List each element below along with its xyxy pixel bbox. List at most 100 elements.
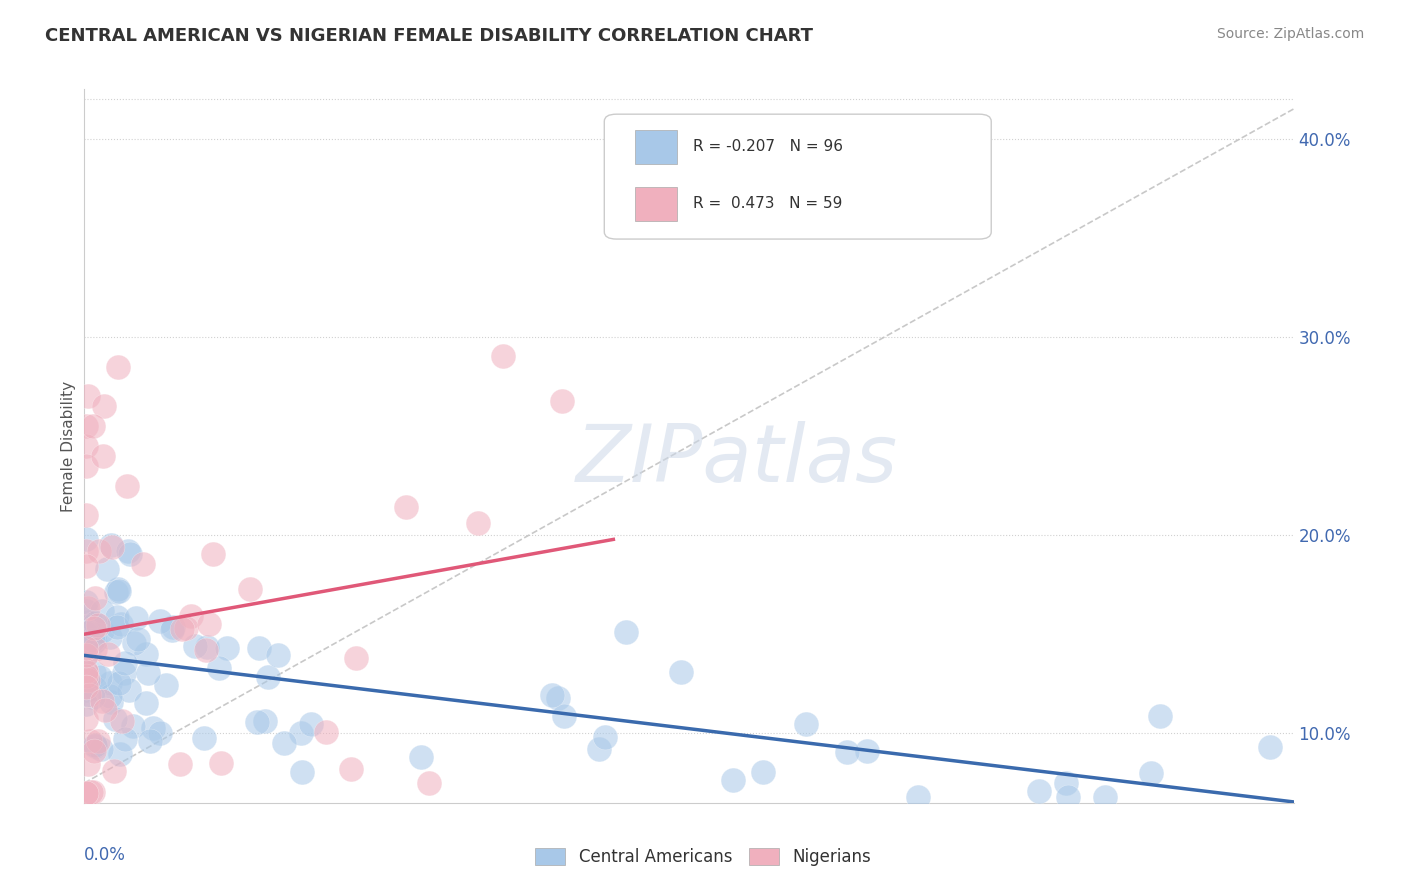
- Point: [253, 714, 276, 728]
- Point: [82, 419, 104, 434]
- Point: [616, 624, 638, 639]
- Point: [83, 744, 105, 758]
- Point: [75, 594, 97, 608]
- Point: [117, 544, 139, 558]
- FancyBboxPatch shape: [634, 130, 676, 164]
- Point: [139, 734, 162, 748]
- Point: [122, 636, 145, 650]
- Point: [75, 681, 97, 695]
- Point: [108, 583, 131, 598]
- Point: [149, 726, 172, 740]
- Point: [107, 582, 129, 597]
- Point: [75, 786, 97, 800]
- Point: [91, 604, 114, 618]
- Point: [142, 722, 165, 736]
- Point: [98, 630, 121, 644]
- Point: [593, 730, 616, 744]
- Point: [155, 678, 177, 692]
- Point: [75, 697, 97, 711]
- Point: [122, 718, 145, 732]
- Point: [104, 712, 127, 726]
- Point: [290, 726, 312, 740]
- Point: [752, 764, 775, 779]
- Point: [75, 649, 97, 664]
- Point: [107, 359, 129, 374]
- Point: [467, 516, 489, 531]
- Point: [195, 642, 218, 657]
- Point: [76, 625, 98, 640]
- Y-axis label: Female Disability: Female Disability: [60, 380, 76, 512]
- Point: [75, 664, 97, 678]
- Point: [835, 745, 858, 759]
- Point: [79, 734, 101, 748]
- Point: [75, 682, 97, 697]
- Point: [180, 608, 202, 623]
- Point: [132, 558, 155, 572]
- Point: [83, 666, 105, 681]
- Point: [75, 634, 97, 648]
- Point: [136, 666, 159, 681]
- Point: [75, 508, 97, 522]
- Text: R = -0.207   N = 96: R = -0.207 N = 96: [693, 139, 842, 153]
- Point: [93, 400, 115, 414]
- Point: [492, 350, 515, 364]
- Point: [97, 647, 120, 661]
- Legend: Central Americans, Nigerians: Central Americans, Nigerians: [527, 840, 879, 875]
- Point: [75, 419, 97, 434]
- Point: [87, 543, 110, 558]
- Point: [83, 681, 105, 695]
- Point: [197, 617, 219, 632]
- Point: [75, 636, 97, 650]
- Point: [112, 665, 135, 680]
- Point: [135, 648, 157, 662]
- Point: [98, 675, 121, 690]
- Point: [76, 756, 98, 771]
- Point: [551, 394, 574, 409]
- Point: [1149, 709, 1171, 723]
- Point: [75, 604, 97, 618]
- Point: [1140, 766, 1163, 780]
- Point: [80, 637, 103, 651]
- Point: [209, 756, 232, 771]
- Point: [247, 640, 270, 655]
- Point: [111, 714, 134, 728]
- Point: [267, 648, 290, 662]
- Text: Source: ZipAtlas.com: Source: ZipAtlas.com: [1216, 27, 1364, 41]
- Point: [291, 764, 314, 779]
- Point: [176, 621, 198, 635]
- Point: [75, 532, 97, 546]
- Point: [83, 738, 105, 752]
- Point: [127, 632, 149, 646]
- Point: [76, 673, 98, 687]
- Point: [96, 562, 118, 576]
- Point: [418, 776, 440, 790]
- Point: [75, 626, 97, 640]
- Point: [160, 623, 183, 637]
- Point: [80, 785, 103, 799]
- Point: [75, 669, 97, 683]
- Point: [75, 665, 97, 679]
- Text: ZIPatlas: ZIPatlas: [576, 421, 898, 500]
- Point: [83, 591, 105, 605]
- Point: [107, 610, 129, 624]
- Point: [907, 789, 929, 804]
- Point: [184, 639, 207, 653]
- Point: [553, 709, 575, 723]
- Point: [75, 786, 97, 800]
- Point: [125, 611, 148, 625]
- Point: [75, 439, 97, 453]
- Point: [246, 714, 269, 729]
- Point: [75, 640, 97, 655]
- Point: [100, 540, 122, 554]
- Point: [162, 620, 184, 634]
- Point: [344, 651, 367, 665]
- Point: [118, 683, 141, 698]
- Point: [1054, 776, 1077, 790]
- Point: [149, 614, 172, 628]
- Point: [75, 664, 97, 678]
- Point: [120, 548, 142, 562]
- Point: [170, 622, 193, 636]
- Point: [84, 615, 107, 630]
- Point: [75, 558, 97, 573]
- Point: [114, 731, 136, 746]
